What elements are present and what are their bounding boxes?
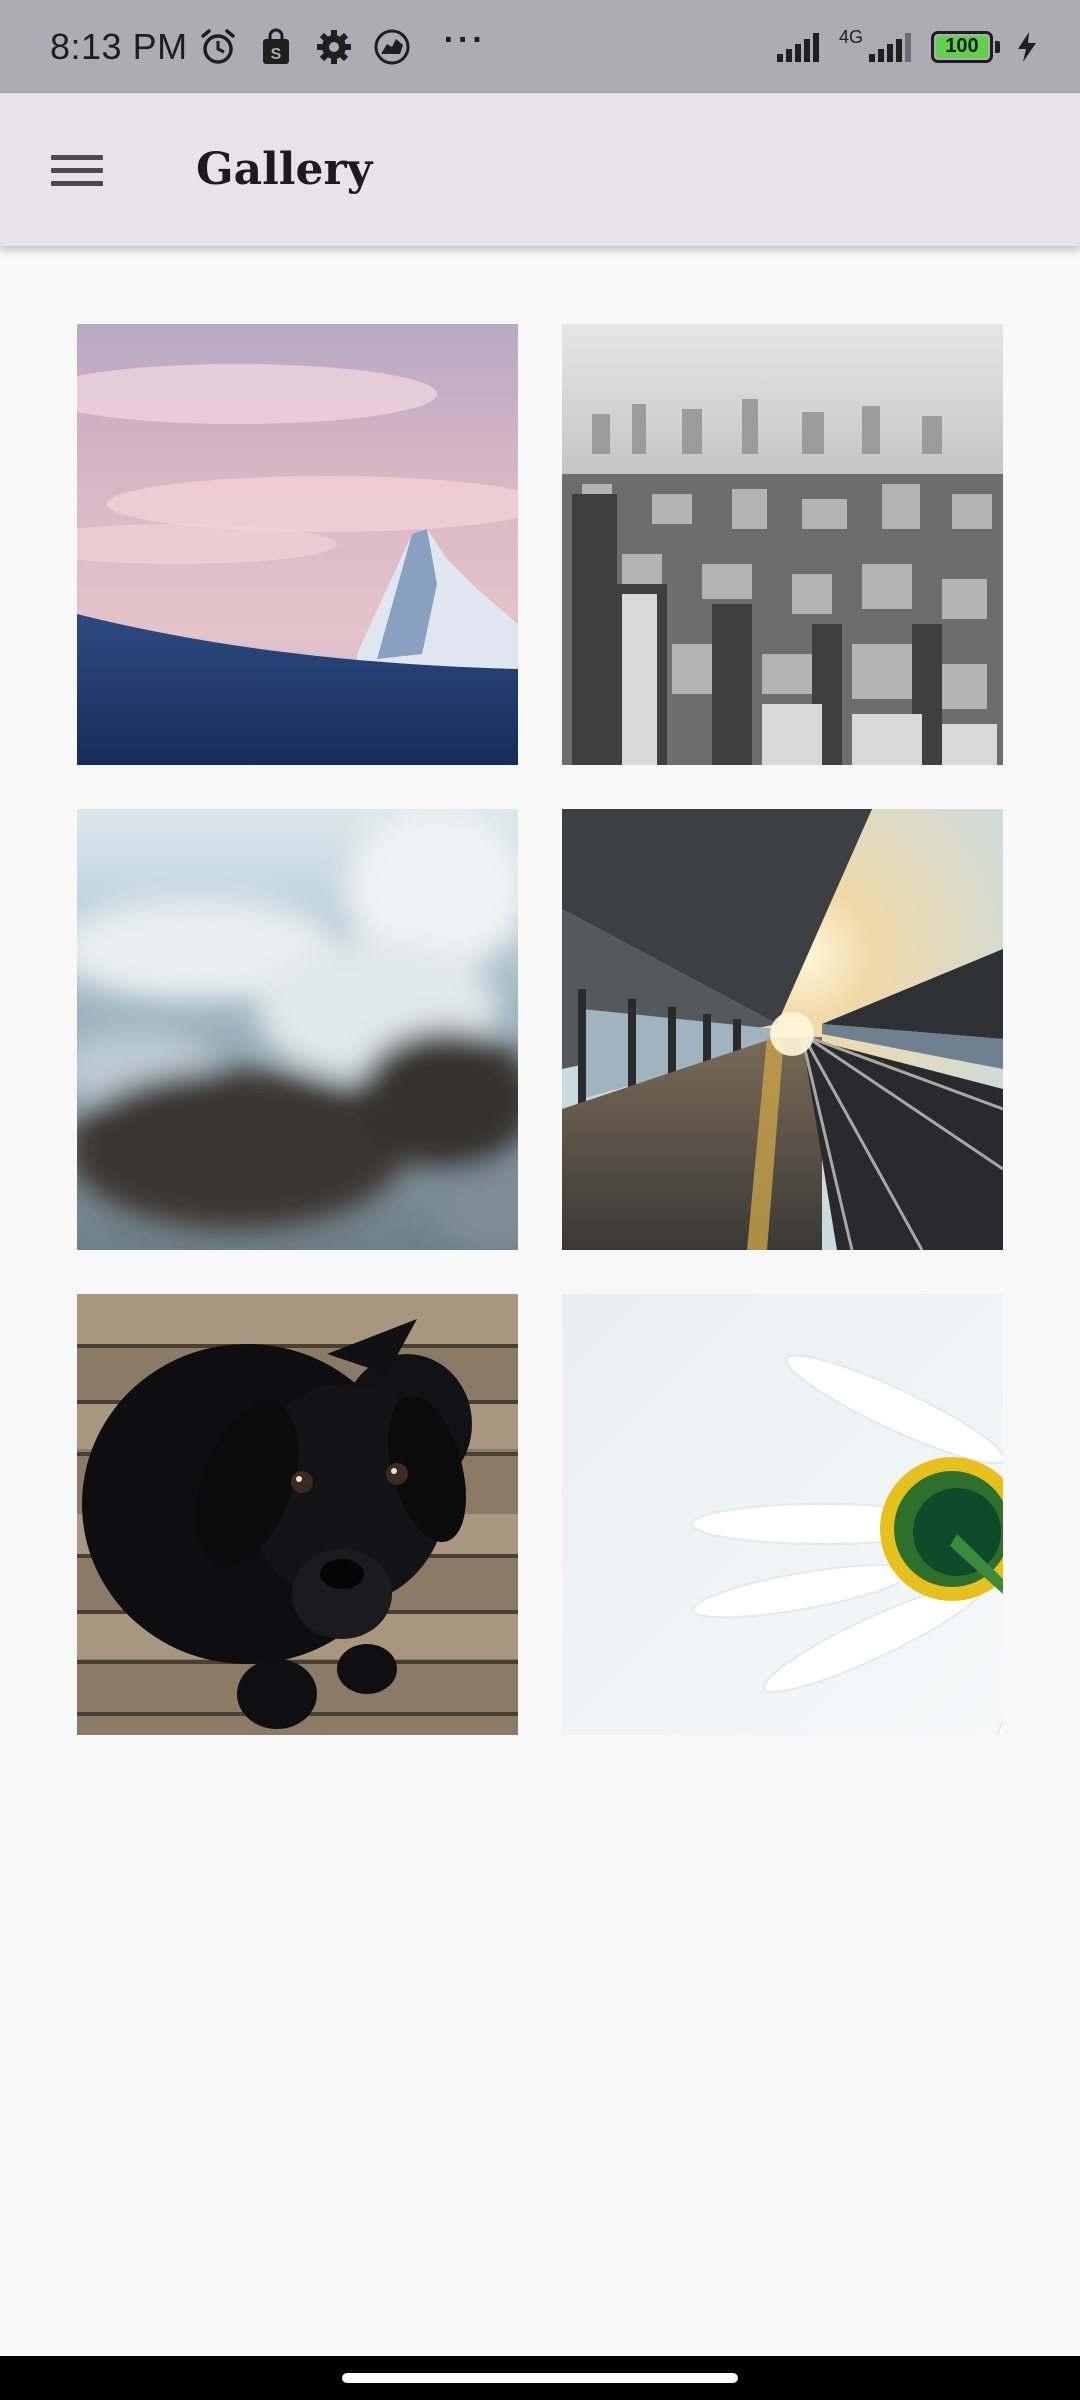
status-notification-icons: S ··· [198, 21, 487, 67]
system-navigation-bar [0, 2356, 1080, 2400]
signal-strength-icon-2 [867, 30, 917, 64]
svg-text:S: S [270, 46, 281, 63]
signal-strength-icon [775, 30, 825, 64]
photo-thumbnail-puppy[interactable] [77, 1294, 518, 1735]
battery-icon: 100 [931, 30, 1000, 63]
status-time: 8:13 PM [50, 25, 188, 67]
home-indicator[interactable] [342, 2373, 738, 2383]
status-bar: 8:13 PM S ··· 4G 100 [0, 0, 1080, 93]
photo-thumbnail-daisy[interactable] [562, 1294, 1003, 1735]
network-type-label: 4G [838, 26, 863, 47]
photo-thumbnail-city[interactable] [562, 324, 1003, 765]
photo-thumbnail-mountain[interactable] [77, 324, 518, 765]
app-bar: Gallery [0, 93, 1080, 246]
status-system-icons: 4G 100 [775, 26, 1040, 64]
photo-thumbnail-wave[interactable] [77, 809, 518, 1250]
dinosaur-app-icon [372, 27, 412, 67]
photo-thumbnail-train-station[interactable] [562, 809, 1003, 1250]
photo-gallery-grid [77, 324, 1003, 1735]
page-title: Gallery [196, 144, 373, 195]
more-notifications-indicator: ··· [443, 21, 487, 59]
charging-bolt-icon [1014, 30, 1040, 64]
gear-icon [314, 27, 354, 67]
shopping-bag-icon: S [256, 27, 296, 67]
alarm-icon [198, 27, 238, 67]
hamburger-menu-icon [51, 154, 103, 186]
menu-button[interactable] [27, 120, 127, 220]
battery-level: 100 [936, 35, 988, 58]
